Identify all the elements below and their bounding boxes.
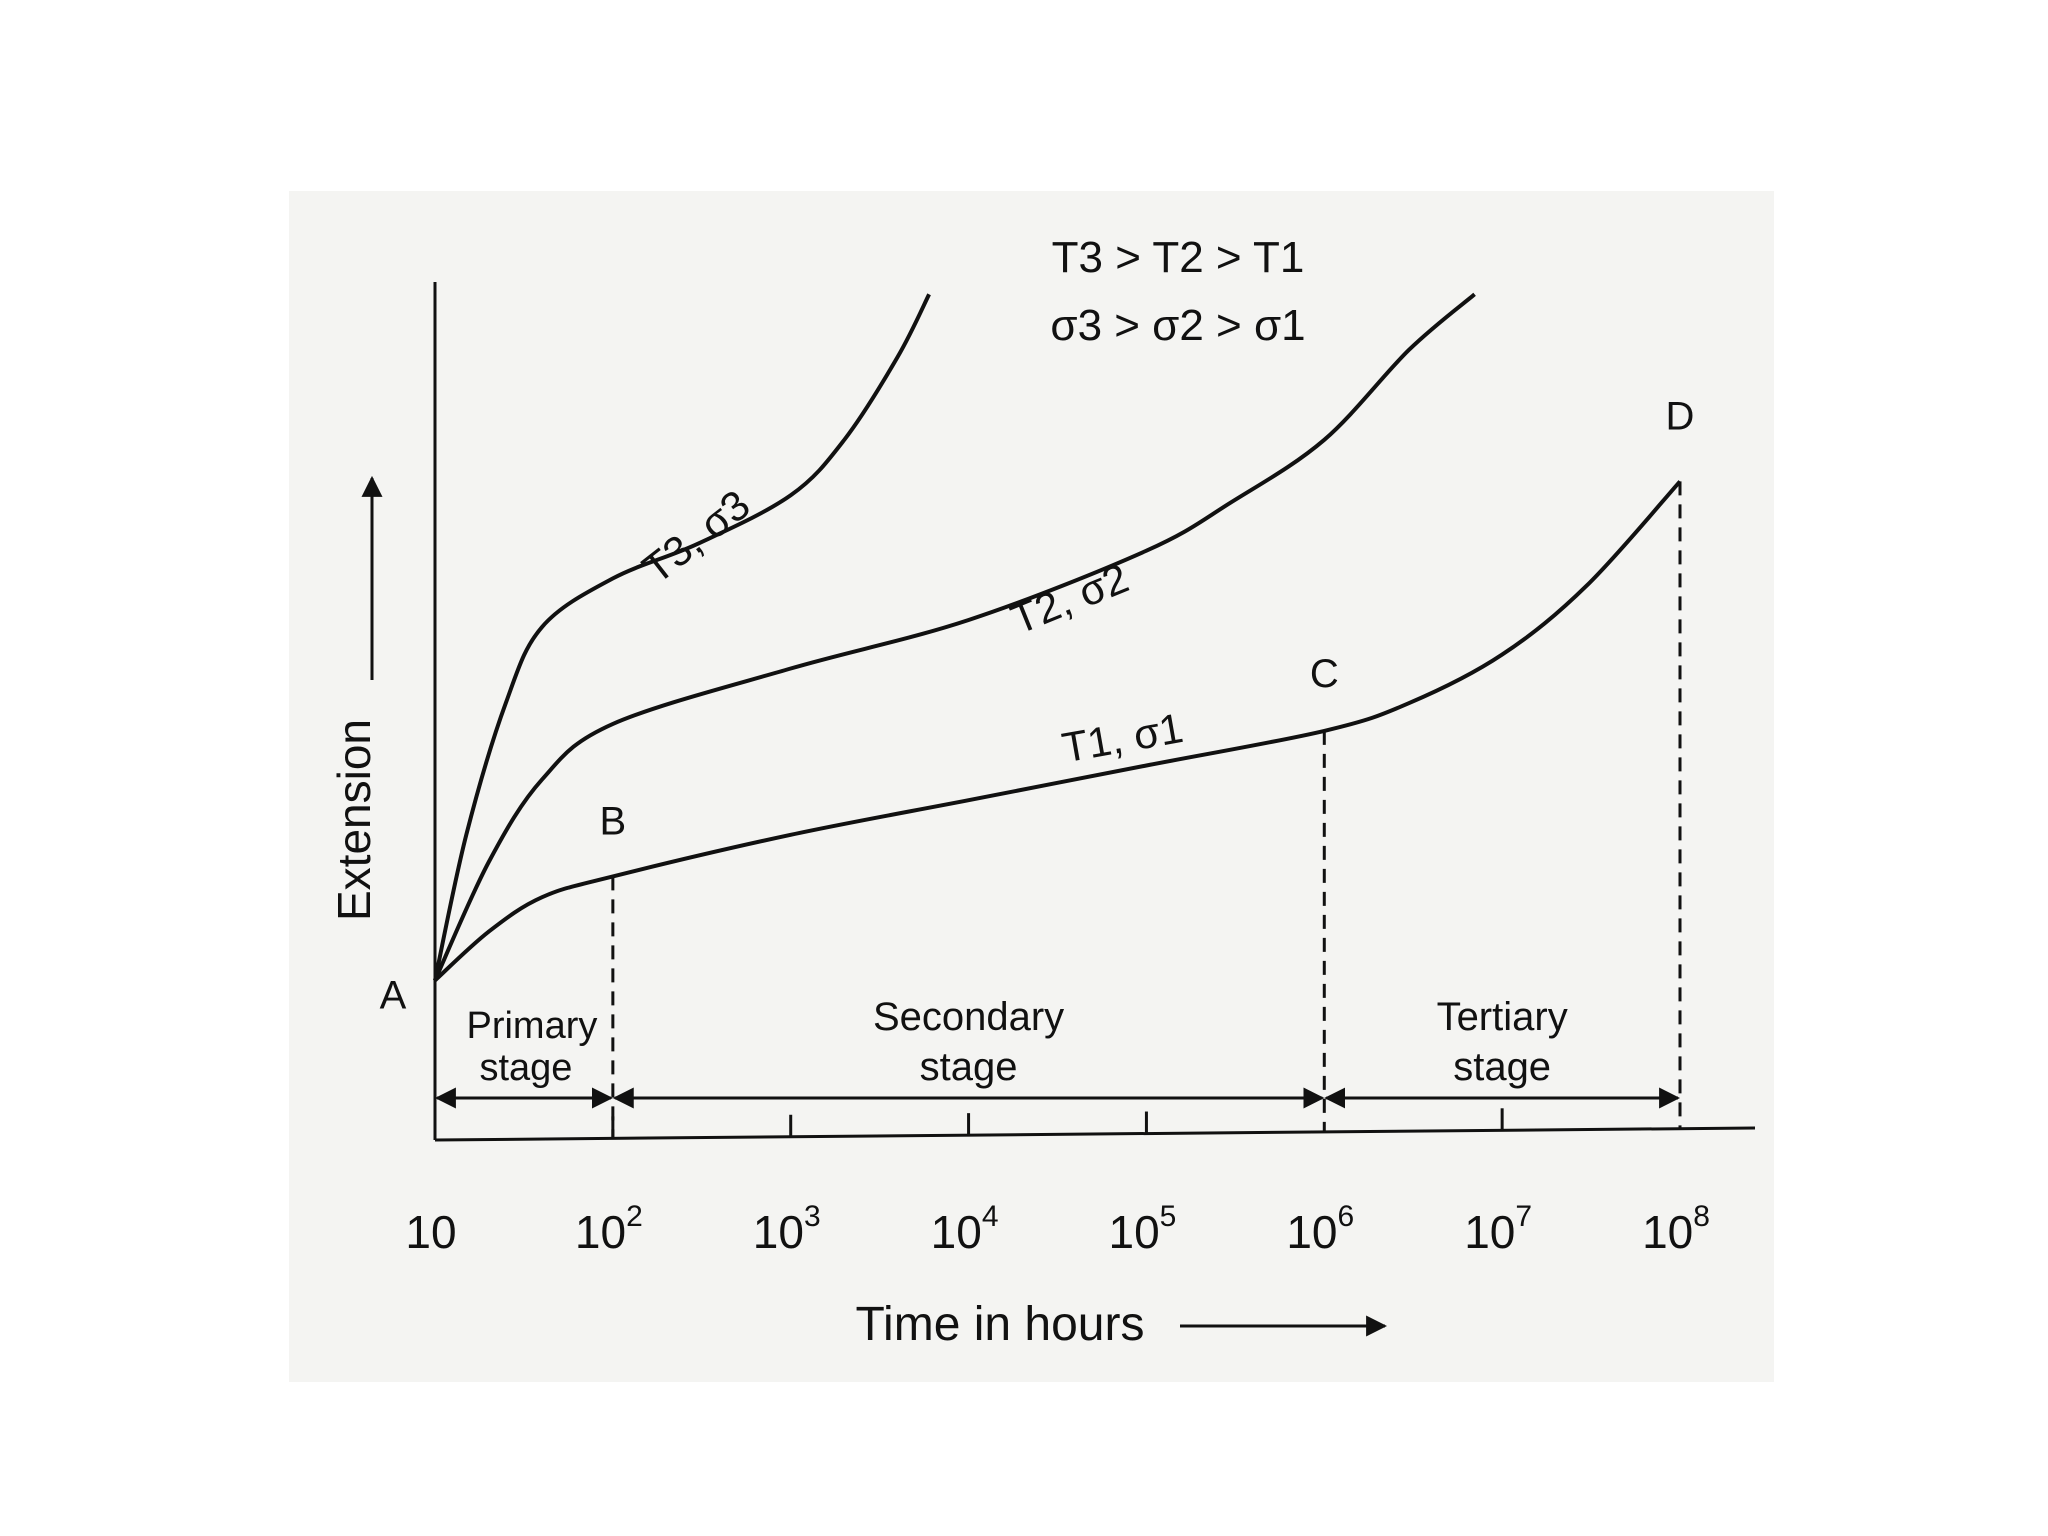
x-tick-label: 104: [931, 1200, 999, 1258]
point-label-d: D: [1666, 394, 1695, 438]
stage-label-secondary-line1: Secondary: [873, 995, 1064, 1039]
x-axis-label: Time in hours: [856, 1298, 1145, 1351]
curve-labels: T3, σ3 T2, σ2 T1, σ1: [634, 481, 1187, 772]
x-tick-label: 108: [1642, 1200, 1710, 1258]
creep-curves: [433, 292, 1682, 982]
stage-label-tertiary-line2: stage: [1453, 1045, 1551, 1089]
x-tick-label: 10: [405, 1206, 456, 1258]
creep-curve-t3: [433, 293, 931, 981]
y-axis-label: Extension: [328, 719, 380, 921]
creep-curve-t2: [433, 292, 1476, 982]
curve-label-t3: T3, σ3: [634, 481, 759, 593]
x-tick-label: 105: [1108, 1200, 1176, 1258]
y-axis-title: Extension: [328, 475, 383, 921]
axes: [433, 282, 1756, 1142]
x-axis-title: Time in hours: [856, 1298, 1388, 1351]
x-axis-line: [434, 1126, 1756, 1142]
stage-label-primary-line2: stage: [479, 1047, 572, 1089]
x-tick-label: 106: [1286, 1200, 1354, 1258]
point-label-a: A: [380, 973, 407, 1017]
point-labels: A B C D: [380, 394, 1695, 1017]
point-label-b: B: [600, 799, 627, 843]
condition-text: T3 > T2 > T1 σ3 > σ2 > σ1: [1050, 233, 1305, 350]
temperature-condition: T3 > T2 > T1: [1052, 233, 1305, 282]
stage-label-tertiary-line1: Tertiary: [1437, 995, 1568, 1039]
x-tick-label: 102: [575, 1200, 643, 1258]
point-label-c: C: [1310, 652, 1339, 696]
curve-label-t2: T2, σ2: [1004, 554, 1134, 643]
stress-condition: σ3 > σ2 > σ1: [1050, 301, 1305, 350]
creep-curve-t1: [433, 480, 1682, 982]
stage-labels: Primary stage Secondary stage Tertiary s…: [466, 995, 1567, 1089]
x-tick-label: 107: [1464, 1200, 1532, 1258]
stage-label-primary-line1: Primary: [466, 1005, 597, 1047]
stage-markers: [434, 481, 1682, 1139]
stage-label-secondary-line2: stage: [920, 1045, 1018, 1089]
x-tick-label: 103: [753, 1200, 821, 1258]
x-tick-labels: 10 102 103 104 105 106 107 108: [405, 1200, 1710, 1258]
